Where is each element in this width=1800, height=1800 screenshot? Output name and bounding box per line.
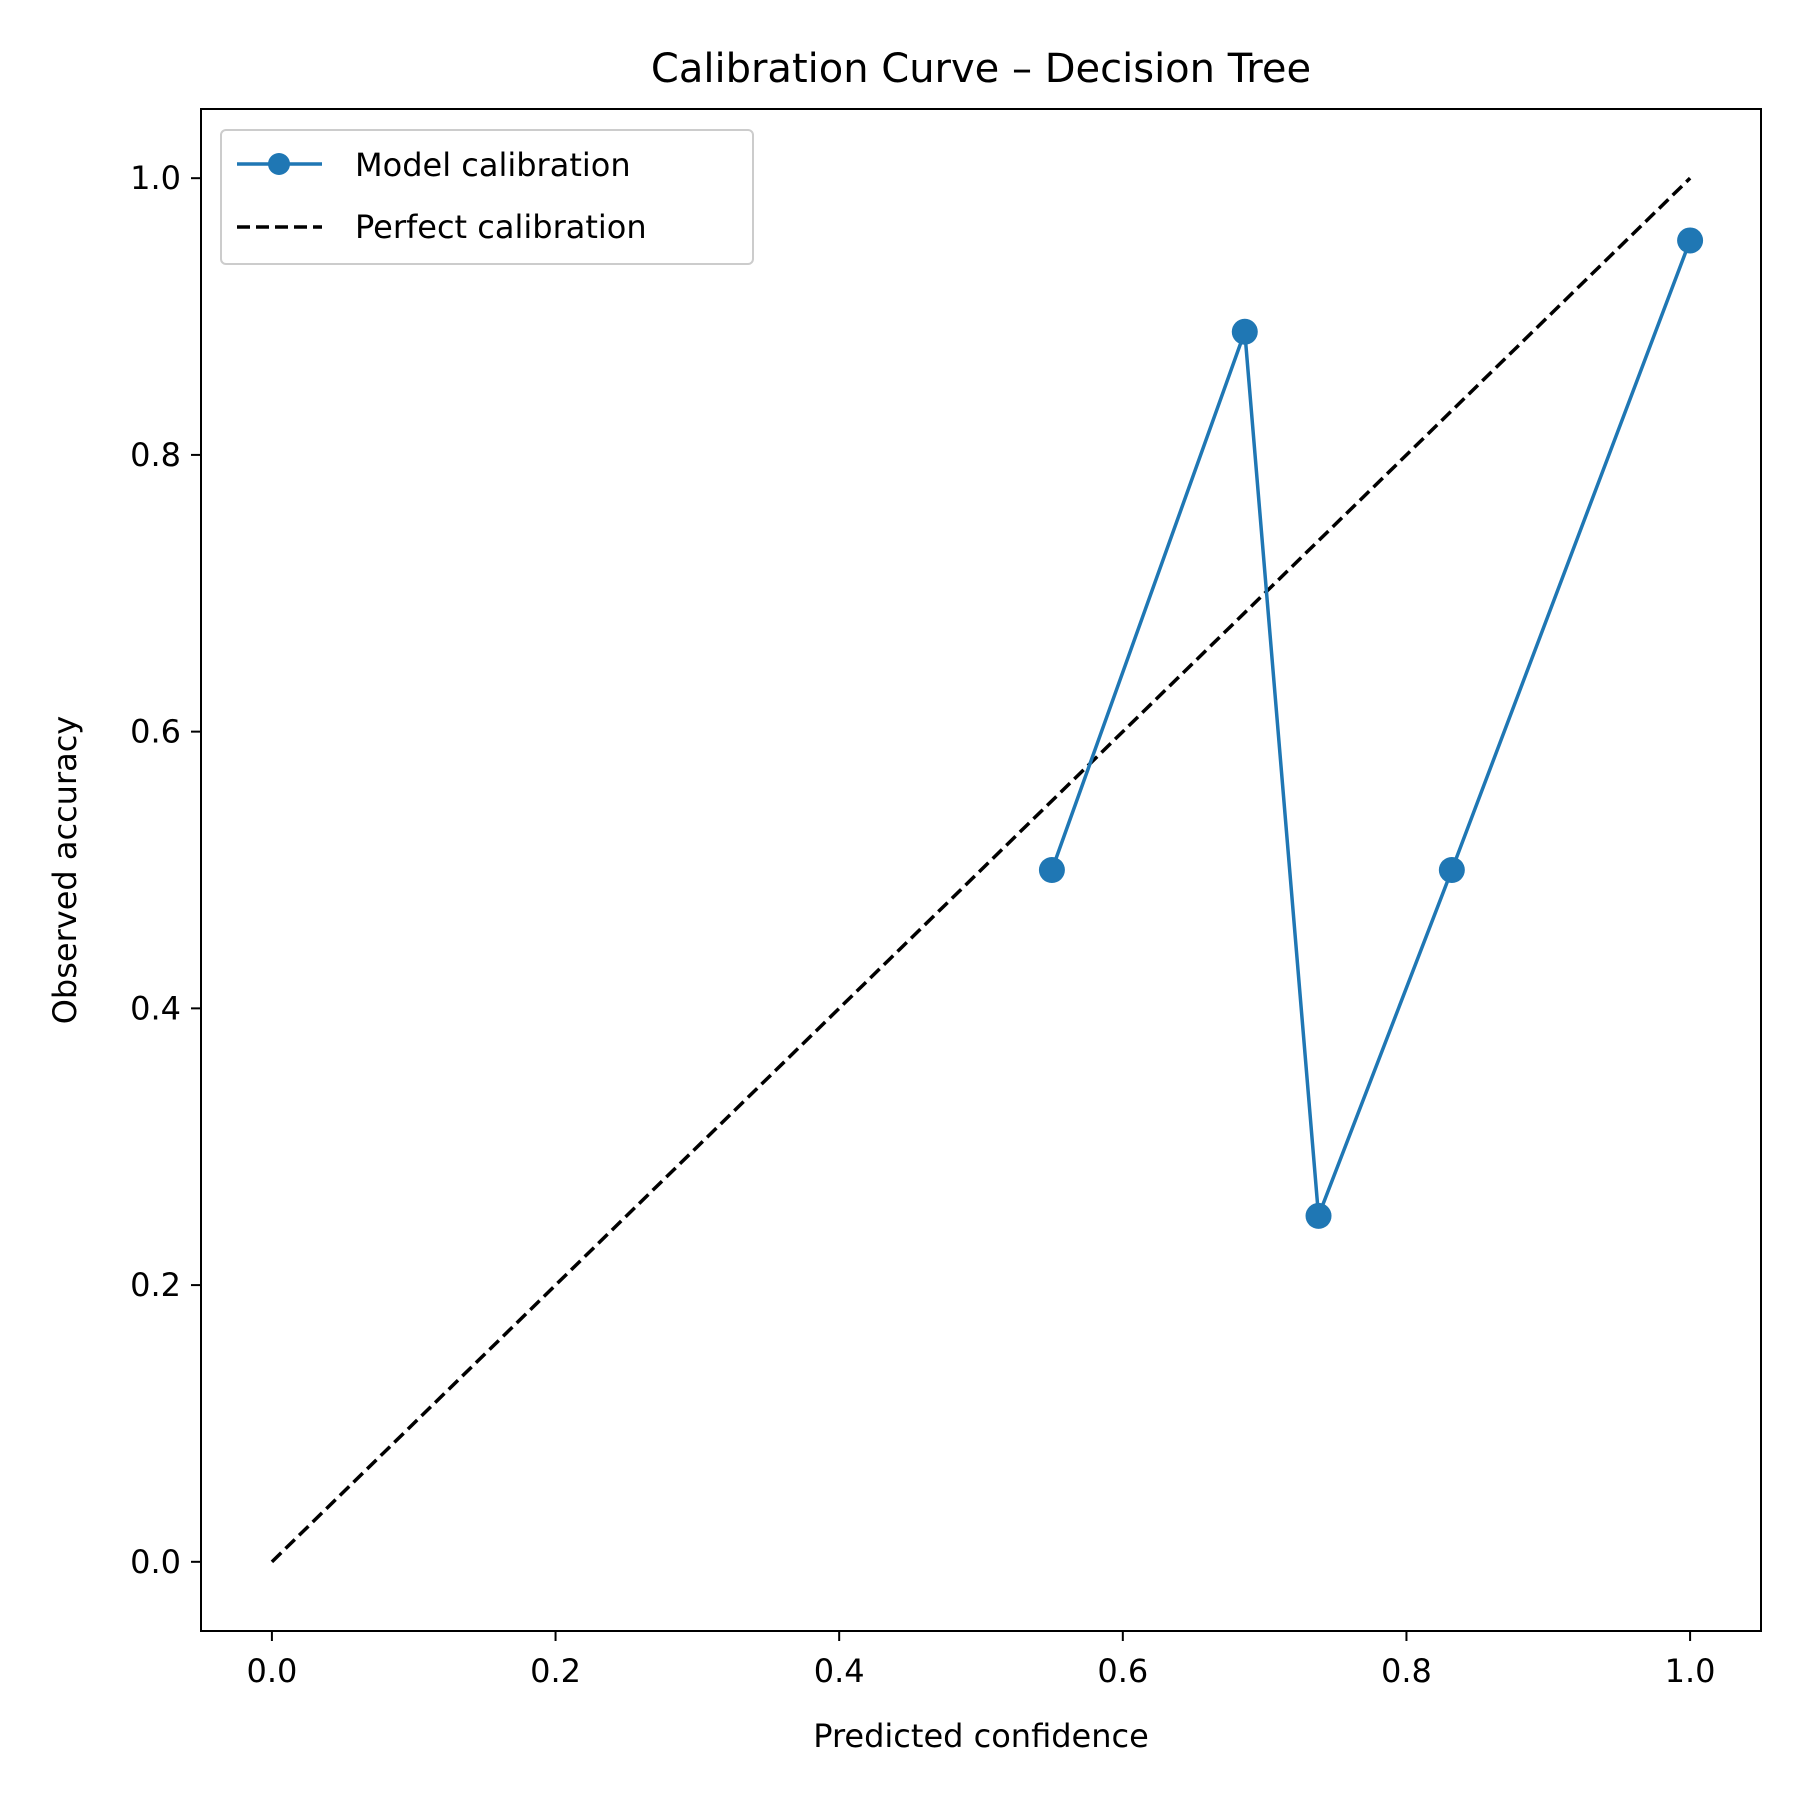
model-calibration-point xyxy=(1438,857,1465,883)
y-tick-label: 1.0 xyxy=(130,159,181,197)
ticks-layer: 0.0 0.2 0.4 0.6 0.8 1.0 0.0 0.2 0.4 0.6 0.8 1.0 xyxy=(130,159,1715,1690)
x-tick-label: 0.0 xyxy=(246,1652,297,1690)
series-layer xyxy=(270,176,1704,1564)
x-tick-label: 0.8 xyxy=(1381,1652,1432,1690)
y-tick-label: 0.6 xyxy=(130,713,181,751)
model-calibration-point xyxy=(1038,857,1065,883)
model-calibration-point xyxy=(1305,1202,1332,1229)
y-tick-label: 0.4 xyxy=(130,989,181,1027)
y-tick-label: 0.0 xyxy=(130,1543,181,1581)
y-axis-label: Observed accuracy xyxy=(46,716,84,1025)
legend-model-marker xyxy=(268,153,290,175)
x-axis-label: Predicted confidence xyxy=(813,1717,1149,1755)
legend: Model calibration Perfect calibration xyxy=(220,129,754,265)
plot-area-frame xyxy=(200,108,1762,1632)
x-tick-label: 0.4 xyxy=(814,1652,865,1690)
model-calibration-point xyxy=(1677,227,1704,254)
legend-model-label: Model calibration xyxy=(355,146,631,184)
legend-perfect-label: Perfect calibration xyxy=(355,208,647,246)
x-tick-label: 0.6 xyxy=(1097,1652,1148,1690)
y-tick-label: 0.2 xyxy=(130,1266,181,1304)
x-tick-label: 1.0 xyxy=(1665,1652,1716,1690)
legend-frame xyxy=(220,129,754,265)
model-calibration-point xyxy=(1231,318,1258,345)
chart-title: Calibration Curve – Decision Tree xyxy=(651,46,1311,92)
y-tick-label: 0.8 xyxy=(130,436,181,474)
perfect-calibration-line xyxy=(270,176,1692,1564)
x-tick-label: 0.2 xyxy=(530,1652,581,1690)
